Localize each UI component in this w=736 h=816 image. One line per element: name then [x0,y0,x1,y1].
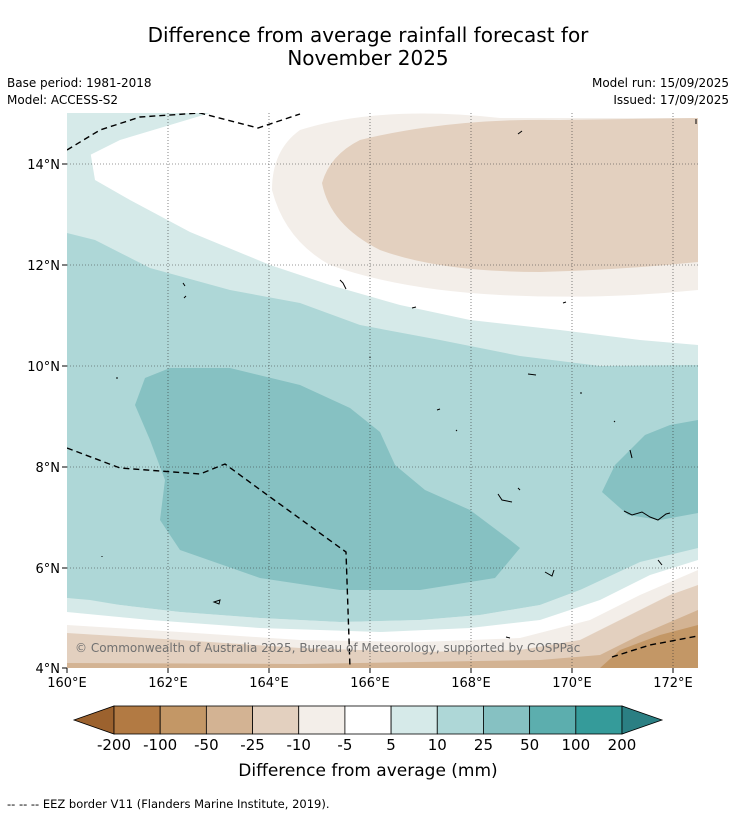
lon-label: 170°E [552,676,592,691]
colorbar [72,705,664,735]
model-name: Model: ACCESS-S2 [7,93,119,107]
islands [101,119,697,639]
colorbar-swatch [252,705,300,735]
colorbar-swatch [529,705,577,735]
colorbar-tick-label: 200 [607,736,637,754]
colorbar-tick-label: 25 [473,736,493,754]
map-field [67,113,698,668]
colorbar-swatch [483,705,531,735]
colorbar-tick-label: 50 [520,736,540,754]
lat-label: 12°N [27,259,60,274]
colorbar-tick-label: -5 [337,736,353,754]
contour-neg100-neg50-south [600,625,698,668]
colorbar-swatch [390,705,438,735]
eez-borders [67,113,698,668]
colorbar-title: Difference from average (mm) [238,761,498,781]
colorbar-swatch [575,705,623,735]
lat-label: 6°N [36,562,61,577]
contour-25-50-west [135,368,520,590]
lon-label: 160°E [47,676,87,691]
colorbar-tick-label: -200 [96,736,132,754]
colorbar-swatch [344,705,392,735]
colorbar-swatch [205,705,253,735]
lat-label: 10°N [27,360,60,375]
lat-label: 14°N [27,158,60,173]
contour-neg25-neg10-south [67,585,698,668]
colorbar-tick-label: -25 [240,736,265,754]
axis-ticks [62,163,674,673]
colorbar-swatch [113,705,161,735]
colorbar-tick-label: -100 [143,736,178,754]
lon-label: 166°E [350,676,390,691]
model-run-date: Model run: 15/09/2025 [591,76,729,90]
contour-5-10-nw [67,113,210,160]
issued-date: Issued: 17/09/2025 [613,93,729,107]
colorbar-tick-label: 100 [561,736,591,754]
colorbar-arrow-low [72,705,115,735]
colorbar-swatch [298,705,346,735]
contour-neg25-neg10 [322,118,698,272]
colorbar-tick-label: 5 [386,736,396,754]
contour-25-50-east [602,420,698,520]
graticule [67,113,698,668]
map-title-line2: November 2025 [287,46,449,70]
colorbar-arrow-high [621,705,664,735]
lat-label: 8°N [36,461,61,476]
lat-labels: 14°N 12°N 10°N 8°N 6°N 4°N [27,158,60,677]
eez-footnote: -- -- -- EEZ border V11 (Flanders Marine… [7,797,330,811]
lat-label: 4°N [36,662,61,677]
map-title-line1: Difference from average rainfall forecas… [147,23,589,47]
lon-label: 162°E [148,676,188,691]
copyright-notice: © Commonwealth of Australia 2025, Bureau… [75,641,581,655]
lon-labels: 160°E 162°E 164°E 166°E 168°E 170°E 172°… [47,676,693,691]
colorbar-swatch [436,705,484,735]
lon-label: 172°E [653,676,693,691]
colorbar-tick-label: -50 [194,736,219,754]
lon-label: 168°E [451,676,491,691]
colorbar-tick-label: -10 [286,736,311,754]
base-period: Base period: 1981-2018 [7,76,152,90]
lon-label: 164°E [249,676,289,691]
colorbar-swatch [159,705,207,735]
colorbar-tick-label: 10 [427,736,447,754]
